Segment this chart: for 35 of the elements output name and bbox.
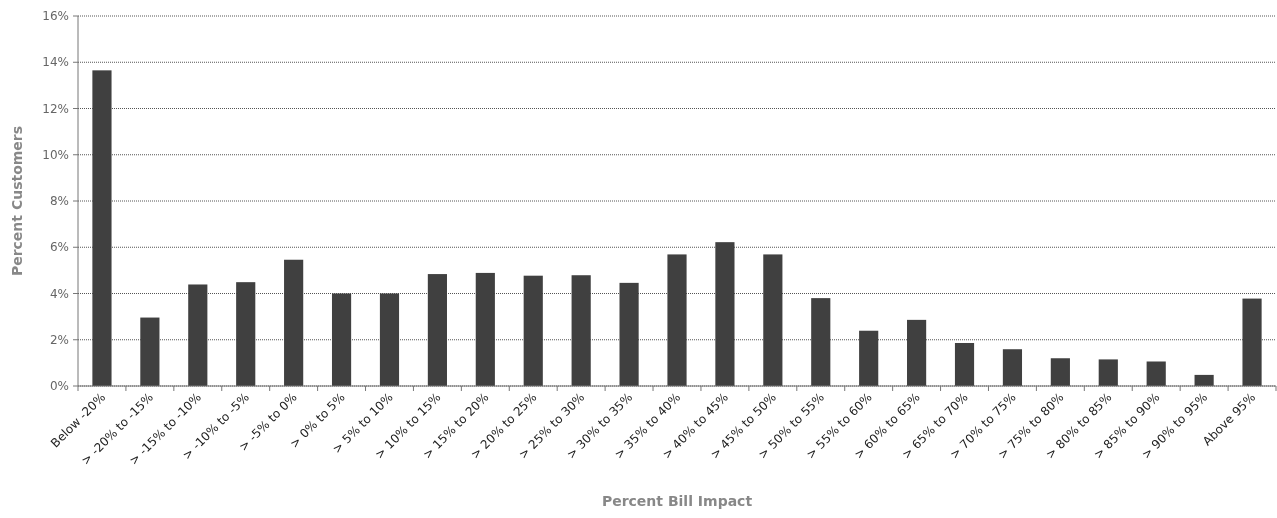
bar <box>140 317 160 386</box>
y-tick-label: 6% <box>49 240 69 255</box>
bar <box>667 254 687 386</box>
bar <box>811 298 831 386</box>
bar <box>1146 361 1166 386</box>
y-tick-label: 8% <box>49 194 69 209</box>
bar <box>859 330 879 386</box>
y-axis-title: Percent Customers <box>9 125 25 277</box>
y-tick-label: 0% <box>49 379 69 394</box>
bar <box>188 284 208 386</box>
bar <box>1002 349 1023 386</box>
bar <box>763 254 783 386</box>
bar <box>523 275 543 386</box>
bar <box>1050 358 1070 386</box>
bar <box>1242 298 1262 386</box>
bar <box>954 342 975 386</box>
y-tick-label: 16% <box>42 9 69 24</box>
bar <box>427 274 447 386</box>
bar <box>92 70 112 386</box>
y-tick-label: 14% <box>42 55 69 70</box>
bar <box>571 275 591 386</box>
bar <box>619 282 639 386</box>
y-tick-label: 10% <box>42 147 69 162</box>
y-tick-label: 4% <box>49 286 69 301</box>
bar <box>907 319 927 386</box>
y-tick-label: 2% <box>49 332 69 347</box>
y-tick-label: 12% <box>42 101 69 116</box>
bar <box>284 259 304 386</box>
bar <box>379 293 400 386</box>
bar <box>1098 359 1118 386</box>
bar <box>331 293 352 386</box>
bar <box>715 242 735 386</box>
bar <box>475 272 495 386</box>
bar <box>236 282 256 386</box>
x-axis-title: Percent Bill Impact <box>601 493 753 509</box>
